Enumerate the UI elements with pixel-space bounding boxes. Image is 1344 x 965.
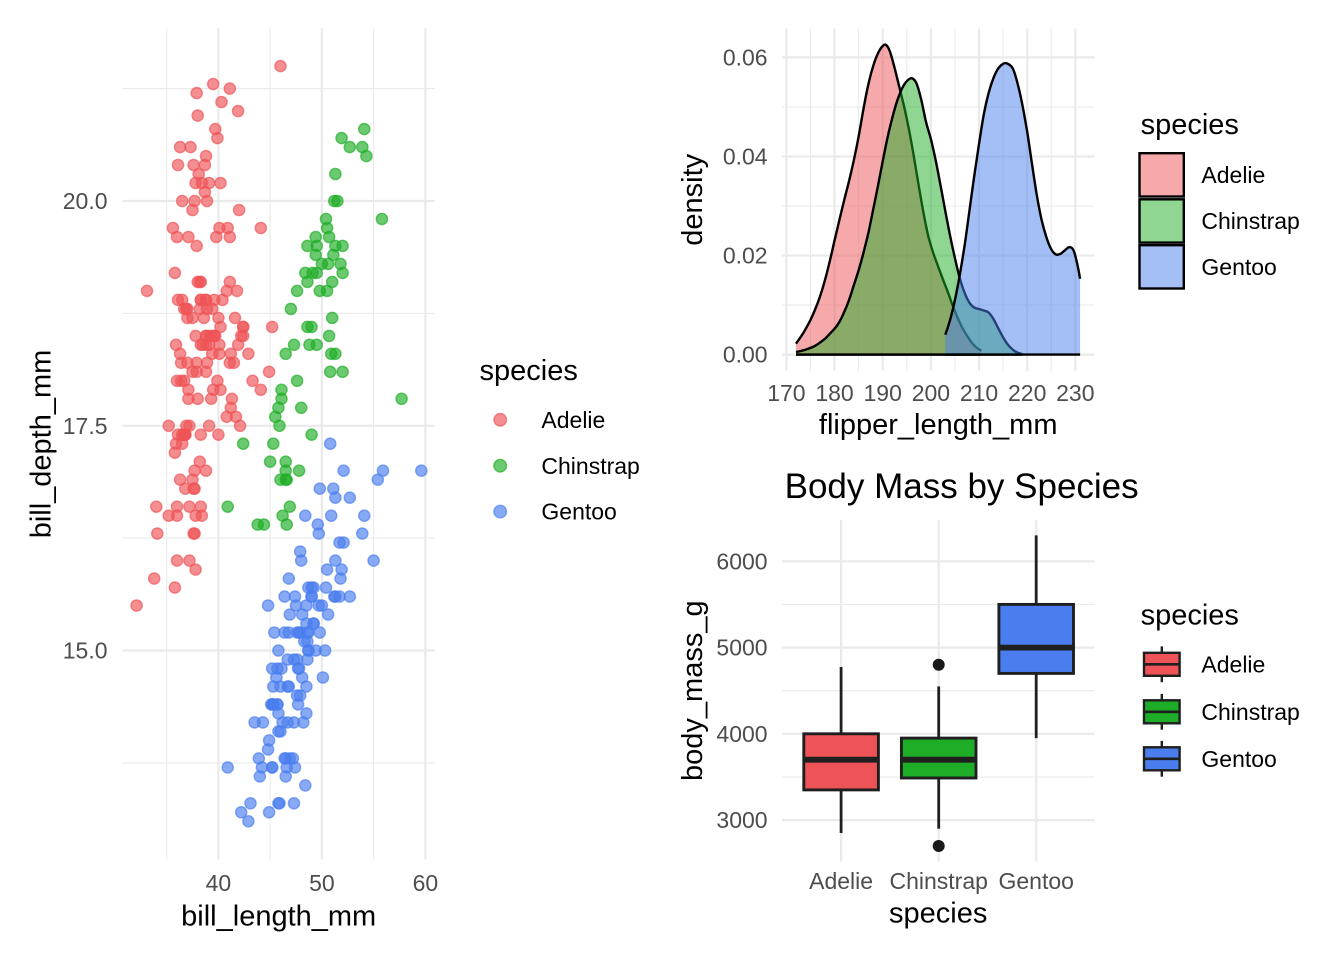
svg-text:Gentoo: Gentoo bbox=[1201, 746, 1276, 772]
svg-text:200: 200 bbox=[912, 380, 950, 406]
svg-text:180: 180 bbox=[815, 380, 853, 406]
svg-text:4000: 4000 bbox=[716, 721, 767, 747]
svg-text:230: 230 bbox=[1056, 380, 1094, 406]
svg-text:170: 170 bbox=[767, 380, 805, 406]
svg-text:20.0: 20.0 bbox=[63, 188, 108, 214]
svg-text:60: 60 bbox=[413, 870, 439, 896]
svg-text:Chinstrap: Chinstrap bbox=[889, 868, 987, 894]
svg-text:40: 40 bbox=[206, 870, 232, 896]
svg-text:5000: 5000 bbox=[716, 635, 767, 661]
svg-text:species: species bbox=[1141, 109, 1239, 141]
svg-text:species: species bbox=[480, 355, 578, 387]
svg-text:flipper_length_mm: flipper_length_mm bbox=[819, 409, 1058, 441]
svg-text:Adelie: Adelie bbox=[541, 407, 605, 433]
svg-text:17.5: 17.5 bbox=[63, 413, 108, 439]
svg-text:Gentoo: Gentoo bbox=[998, 868, 1073, 894]
svg-text:bill_length_mm: bill_length_mm bbox=[181, 901, 376, 933]
svg-text:6000: 6000 bbox=[716, 548, 767, 574]
svg-text:Chinstrap: Chinstrap bbox=[1201, 208, 1299, 234]
svg-text:Gentoo: Gentoo bbox=[1201, 254, 1276, 280]
svg-text:Chinstrap: Chinstrap bbox=[1201, 699, 1299, 725]
svg-text:220: 220 bbox=[1008, 380, 1046, 406]
svg-text:body_mass_g: body_mass_g bbox=[677, 600, 709, 781]
svg-text:Adelie: Adelie bbox=[1201, 162, 1265, 188]
svg-text:0.04: 0.04 bbox=[723, 144, 768, 170]
svg-text:density: density bbox=[677, 153, 709, 245]
svg-text:50: 50 bbox=[309, 870, 335, 896]
svg-text:Adelie: Adelie bbox=[1201, 651, 1265, 677]
svg-text:Adelie: Adelie bbox=[809, 868, 873, 894]
svg-text:Body Mass by Species: Body Mass by Species bbox=[785, 467, 1139, 506]
svg-text:190: 190 bbox=[864, 380, 902, 406]
svg-text:0.06: 0.06 bbox=[723, 45, 768, 71]
svg-text:15.0: 15.0 bbox=[63, 638, 108, 664]
svg-text:bill_depth_mm: bill_depth_mm bbox=[26, 350, 58, 539]
svg-text:species: species bbox=[889, 898, 987, 930]
svg-text:0.02: 0.02 bbox=[723, 243, 768, 269]
svg-text:Chinstrap: Chinstrap bbox=[541, 453, 639, 479]
svg-text:3000: 3000 bbox=[716, 807, 767, 833]
svg-text:Gentoo: Gentoo bbox=[541, 499, 616, 525]
svg-text:210: 210 bbox=[960, 380, 998, 406]
svg-text:0.00: 0.00 bbox=[723, 342, 768, 368]
svg-text:species: species bbox=[1141, 600, 1239, 632]
